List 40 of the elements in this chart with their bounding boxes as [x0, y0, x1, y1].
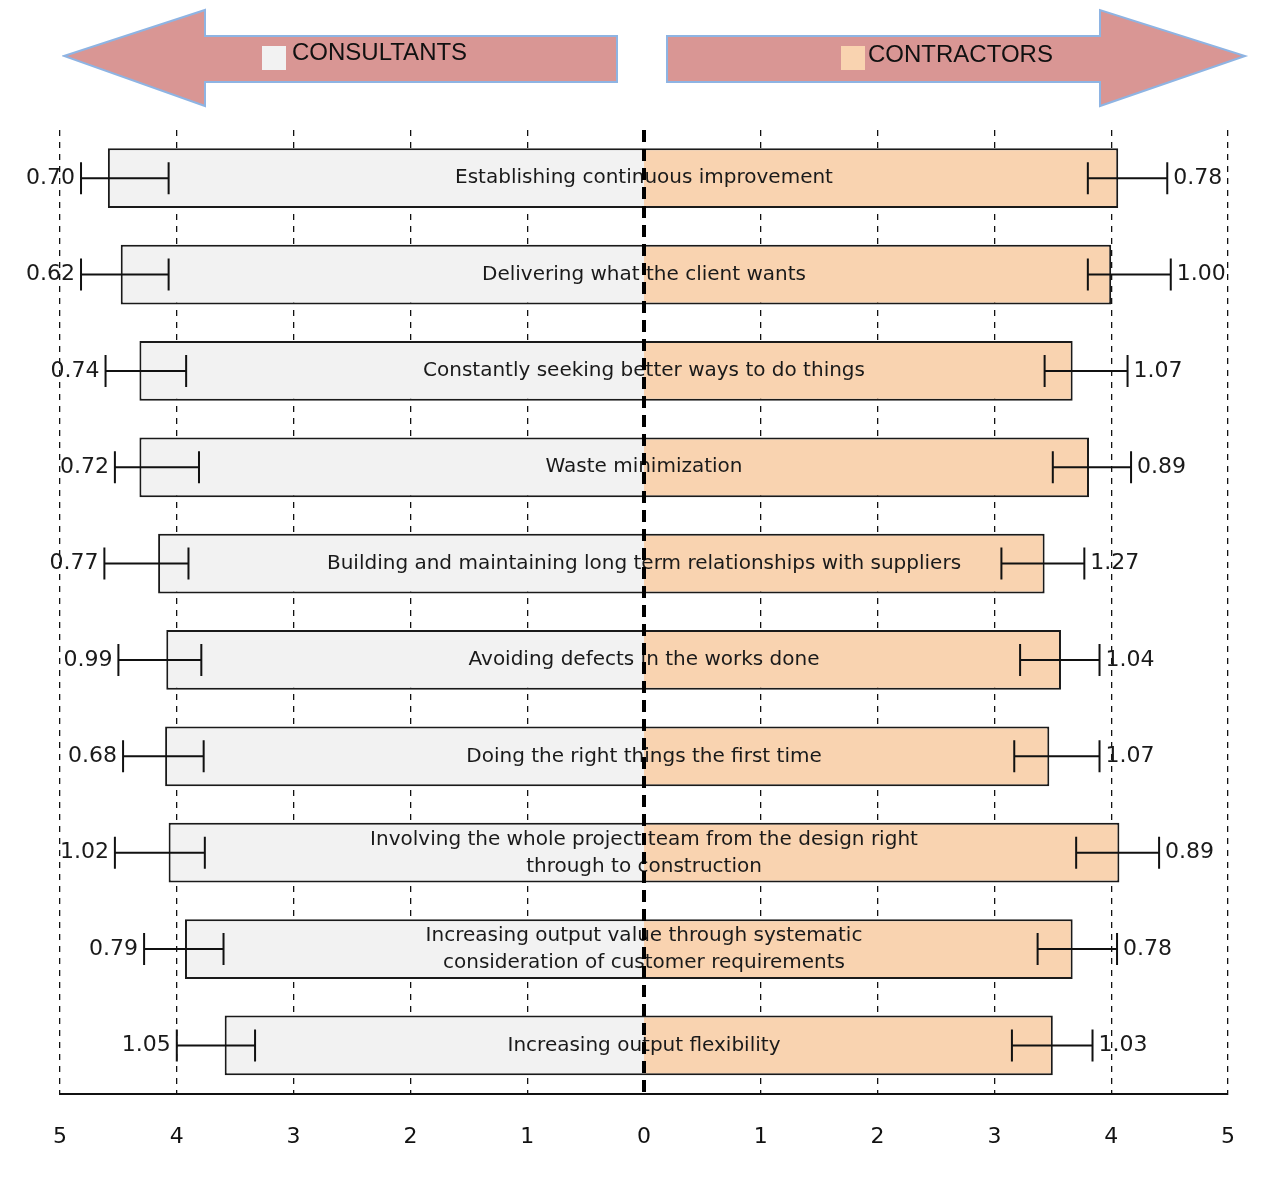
annotation: 0.89 — [1137, 452, 1187, 478]
annotation: 1.05 — [121, 1031, 171, 1057]
legend-label: CONSULTANTS — [292, 38, 468, 66]
x-tick-label: 1 — [520, 1122, 535, 1148]
x-tick-label: 5 — [1221, 1122, 1235, 1148]
x-tick-label: 4 — [169, 1122, 184, 1148]
y-tick-label: Waste minimization — [545, 453, 743, 478]
annotation: 0.70 — [26, 163, 76, 189]
annotation: 1.00 — [1176, 260, 1226, 286]
y-tick-label: Establishing continuous improvement — [455, 164, 834, 189]
annotation: 0.78 — [1123, 934, 1173, 960]
x-tick-label: 1 — [753, 1122, 768, 1148]
annotation: 1.07 — [1133, 356, 1183, 382]
x-tick-label: 5 — [53, 1122, 67, 1148]
annotation: 1.04 — [1105, 645, 1155, 671]
x-tick-label: 2 — [403, 1122, 418, 1148]
y-tick-label: Involving the whole project team from the design right through to construction — [370, 825, 919, 877]
x-tick-label: 0 — [637, 1122, 651, 1148]
annotation: 0.72 — [59, 452, 109, 478]
annotation: 0.74 — [50, 356, 100, 382]
annotation: 0.89 — [1165, 838, 1215, 864]
annotation: 1.02 — [59, 838, 109, 864]
annotation: 1.07 — [1105, 742, 1155, 768]
annotation: 1.27 — [1090, 549, 1140, 575]
x-tick-label: 2 — [870, 1122, 885, 1148]
y-tick-label: Delivering what the client wants — [482, 260, 806, 285]
annotation: 0.78 — [1173, 163, 1223, 189]
annotation: 0.77 — [49, 549, 99, 575]
x-tick-label: 3 — [286, 1122, 301, 1148]
annotation: 0.68 — [68, 742, 118, 768]
x-tick-label: 4 — [1104, 1122, 1119, 1148]
annotation: 1.03 — [1098, 1031, 1148, 1057]
annotation: 0.62 — [26, 260, 76, 286]
annotation: 0.99 — [63, 645, 113, 671]
annotation: 0.79 — [89, 934, 139, 960]
y-tick-label: Building and maintaining long term relationships with suppliers — [326, 549, 962, 574]
y-tick-label: Doing the right things the first time — [466, 742, 822, 767]
legend-label: CONTRACTORS — [868, 40, 1053, 68]
x-tick-label: 3 — [987, 1122, 1002, 1148]
y-tick-label: Constantly seeking better ways to do things — [423, 357, 865, 382]
